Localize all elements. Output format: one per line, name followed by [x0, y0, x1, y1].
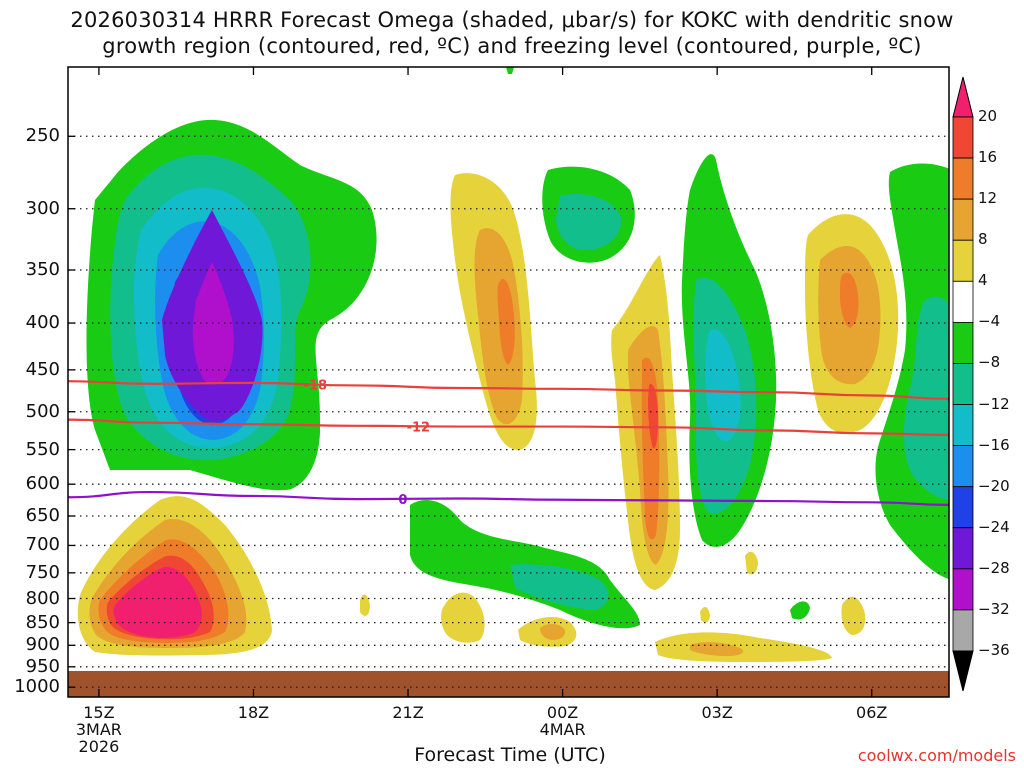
contour-label-0: 0 [398, 493, 407, 508]
colorbar-label-5: −4 [978, 312, 1001, 331]
colorbar-bottom-arrow [952, 650, 974, 692]
y-tick-label-750: 750 [25, 561, 60, 583]
contour-label--12: -12 [407, 420, 431, 435]
omega-region-plus8-2130z [474, 228, 523, 425]
x-tick-label-03Z: 03Z [701, 703, 733, 722]
colorbar-bin-12 [952, 568, 974, 611]
y-tick-label-700: 700 [25, 534, 60, 556]
x-tick-label-18Z: 18Z [237, 703, 270, 722]
omega-region-plus20-low [113, 566, 202, 638]
temperature-contours: -18 -12 0 [67, 378, 950, 508]
x-tick-label-21Z: 21Z [392, 703, 424, 722]
omega-region-upper-teal [556, 194, 621, 251]
colorbar-label-3: 8 [978, 230, 988, 249]
colorbar-bin-5 [952, 280, 974, 323]
y-axis-ticks [68, 135, 75, 688]
x-tick-label-00Z: 00Z 4MAR [539, 703, 586, 739]
x-axis-title: Forecast Time (UTC) [414, 744, 606, 766]
colorbar-bin-gray [952, 609, 974, 652]
colorbar-label-0: 20 [978, 107, 998, 125]
y-tick-label-850: 850 [25, 611, 60, 633]
contour-line-0 [67, 490, 950, 506]
y-tick-label-350: 350 [25, 258, 60, 280]
colorbar-bin-10 [952, 486, 974, 529]
y-tick-label-250: 250 [25, 125, 60, 147]
y-tick-label-800: 800 [25, 587, 60, 609]
colorbar [952, 76, 974, 692]
omega-region-plus8-sfc-2 [540, 624, 566, 640]
omega-region-plus4-dot-4 [841, 596, 866, 635]
colorbar-label-6: −8 [978, 353, 1001, 372]
ground-below-surface [68, 670, 949, 697]
colorbar-bin-7 [952, 363, 974, 405]
omega-region-03z-cyan [704, 329, 741, 442]
colorbar-label-2: 12 [978, 189, 998, 208]
omega-region-plus4-sfc-1 [441, 592, 485, 643]
x-tick-label-15Z: 15Z 3MAR 2026 [75, 703, 122, 756]
y-tick-label-400: 400 [25, 312, 60, 334]
y-tick-label-300: 300 [25, 197, 60, 219]
x-axis-ticks [98, 67, 873, 697]
omega-region-plus8-sfc-3 [690, 642, 744, 656]
omega-region-plus4-sfc-3 [655, 632, 832, 662]
contour-label--18: -18 [304, 378, 328, 393]
omega-region-plus4-dot-3 [700, 606, 710, 623]
colorbar-label-8: −16 [978, 435, 1010, 454]
colorbar-bin-3 [952, 198, 974, 241]
y-tick-label-550: 550 [25, 438, 60, 460]
colorbar-label-11: −28 [978, 558, 1010, 577]
colorbar-label-1: 16 [978, 148, 998, 167]
colorbar-label-9: −20 [978, 476, 1010, 495]
colorbar-bin-1 [952, 116, 974, 159]
y-tick-label-600: 600 [25, 473, 60, 495]
contour-line--18 [67, 380, 950, 400]
plot-frame [67, 66, 950, 698]
source-credit: coolwx.com/models [857, 746, 1016, 765]
y-tick-label-950: 950 [25, 655, 60, 677]
omega-region-plus4-dot-2 [745, 551, 758, 575]
x-tick-label-06Z: 06Z [856, 703, 888, 722]
colorbar-label-4: 4 [978, 271, 988, 290]
colorbar-label-10: −24 [978, 517, 1010, 536]
colorbar-label-13: −36 [978, 641, 1010, 659]
colorbar-top-arrow [952, 76, 974, 118]
y-tick-label-650: 650 [25, 504, 60, 526]
colorbar-bin-2 [952, 157, 974, 200]
omega-region-plus16-02z [648, 384, 658, 449]
omega-region-mid-2 [510, 564, 609, 610]
y-tick-label-900: 900 [25, 634, 60, 656]
omega-region-plus4-dot-1 [360, 594, 370, 616]
y-tick-label-1000: 1000 [14, 676, 60, 698]
colorbar-label-12: −32 [978, 599, 1010, 618]
omega-region-plus12-06z [840, 272, 859, 328]
omega-region-small-green [790, 601, 810, 620]
y-tick-label-500: 500 [25, 400, 60, 422]
colorbar-label-7: −12 [978, 394, 1010, 413]
chart-title-line-2: growth region (contoured, red, ºC) and f… [102, 34, 922, 58]
contour-line--12 [67, 418, 950, 436]
omega-region-top-speck [506, 67, 514, 74]
colorbar-bin-8 [952, 404, 974, 447]
colorbar-bin-9 [952, 445, 974, 488]
chart-title-line-1: 2026030314 HRRR Forecast Omega (shaded, … [70, 8, 954, 32]
omega-region-plus12-2130z [497, 278, 515, 365]
colorbar-bin-6 [952, 321, 974, 364]
y-tick-label-450: 450 [25, 358, 60, 380]
colorbar-bin-4 [952, 239, 974, 282]
colorbar-bin-11 [952, 527, 974, 570]
